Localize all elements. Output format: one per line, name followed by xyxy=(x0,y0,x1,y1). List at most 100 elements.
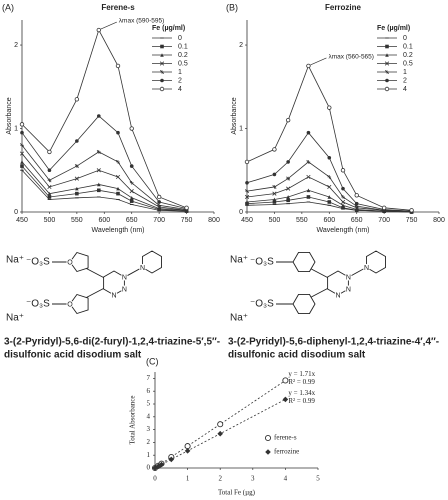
marker xyxy=(97,188,101,193)
legend-marker xyxy=(159,86,165,92)
legend-label: 0.5 xyxy=(178,60,188,67)
x-tick-label: 800 xyxy=(208,217,220,224)
x-tick-label: 650 xyxy=(351,217,363,224)
marker xyxy=(129,180,134,185)
marker xyxy=(244,159,250,165)
x-tick-label: 5 xyxy=(316,475,320,483)
marker xyxy=(129,196,134,200)
atom: N xyxy=(335,292,340,299)
x-tick-label: 500 xyxy=(44,217,56,224)
atom: O xyxy=(67,301,73,308)
atom: N xyxy=(140,265,145,272)
atom: N xyxy=(111,292,116,299)
atom-bg xyxy=(110,291,118,299)
marker xyxy=(327,184,332,190)
marker xyxy=(47,168,52,173)
atom-bg xyxy=(120,285,128,293)
marker xyxy=(129,126,134,131)
marker xyxy=(47,149,52,155)
marker xyxy=(306,174,311,180)
legend-label: 0.2 xyxy=(178,52,188,59)
marker xyxy=(75,191,79,196)
panel-label: (C) xyxy=(146,356,159,366)
legend-label: 4 xyxy=(178,86,182,93)
annotation: λmax (590-595) xyxy=(119,18,165,25)
marker xyxy=(156,194,162,200)
y-tick-label: 1 xyxy=(147,451,151,459)
marker xyxy=(272,184,277,190)
marker xyxy=(327,200,332,204)
marker xyxy=(306,188,311,193)
legend-marker xyxy=(384,61,390,66)
legend-label: 1 xyxy=(178,69,182,76)
compound-name: disulfonic acid disodium salt xyxy=(228,350,366,361)
marker xyxy=(20,164,24,168)
marker xyxy=(354,207,359,212)
annotation: R² = 0.99 xyxy=(288,378,315,386)
legend-label: 0 xyxy=(403,35,407,42)
legend-title: Fe (µg/ml) xyxy=(377,25,410,32)
legend-marker xyxy=(385,44,389,49)
legend-marker xyxy=(385,78,389,83)
series-line xyxy=(246,176,412,212)
ring xyxy=(69,251,89,273)
marker xyxy=(327,105,332,110)
marker xyxy=(158,461,165,468)
marker xyxy=(20,130,24,135)
x-tick-label: 2 xyxy=(218,475,222,483)
ring xyxy=(69,293,89,315)
x-tick-label: 600 xyxy=(98,217,110,224)
legend-marker xyxy=(160,78,164,83)
y-tick-label: 3 xyxy=(147,425,151,433)
x-tick-label: 450 xyxy=(241,217,253,224)
atom-bg xyxy=(138,264,146,271)
atom-bg xyxy=(66,300,74,308)
atom-bg xyxy=(344,285,352,293)
marker xyxy=(282,396,289,403)
marker xyxy=(272,197,277,202)
x-axis-title: Wavelength (nm) xyxy=(316,227,369,234)
marker xyxy=(116,130,120,135)
marker xyxy=(306,159,311,164)
x-tick-label: 550 xyxy=(71,217,83,224)
marker xyxy=(47,184,52,190)
y-axis-title: Absorbance xyxy=(231,97,238,134)
x-tick-label: 3 xyxy=(251,475,255,483)
atom-bg xyxy=(344,273,352,281)
marker xyxy=(96,27,101,33)
marker xyxy=(286,176,291,181)
legend-label: 0.1 xyxy=(403,43,413,50)
marker xyxy=(285,117,291,123)
legend-label: 0.1 xyxy=(178,43,188,50)
marker xyxy=(354,201,359,206)
marker xyxy=(47,195,52,199)
marker xyxy=(409,208,414,213)
marker xyxy=(157,200,161,204)
y-tick-label: 2 xyxy=(239,42,243,49)
marker xyxy=(157,206,161,211)
series-line xyxy=(21,169,187,212)
x-tick-label: 4 xyxy=(284,475,288,483)
panel-label: (B) xyxy=(226,2,238,12)
marker xyxy=(282,377,289,384)
marker xyxy=(272,200,277,204)
marker xyxy=(184,443,191,450)
panel-label: (A) xyxy=(2,2,14,12)
marker xyxy=(272,191,277,196)
marker xyxy=(286,160,290,164)
x-tick-label: 600 xyxy=(323,217,335,224)
legend-marker xyxy=(159,69,165,75)
counterion: Na⁺ xyxy=(6,255,24,266)
marker xyxy=(96,168,101,173)
ring xyxy=(292,294,316,314)
compound-name: disulfonic acid disodium salt xyxy=(4,350,142,361)
marker xyxy=(340,168,346,173)
marker xyxy=(129,189,134,194)
legend-marker xyxy=(160,53,164,57)
annotation: λmax (560-565) xyxy=(328,54,374,61)
counterion: Na⁺ xyxy=(230,313,248,324)
y-tick-label: 0 xyxy=(147,464,151,472)
legend-label: 4 xyxy=(403,86,407,93)
marker xyxy=(354,193,359,198)
sulfonate: ⁻O₃S xyxy=(250,299,274,310)
